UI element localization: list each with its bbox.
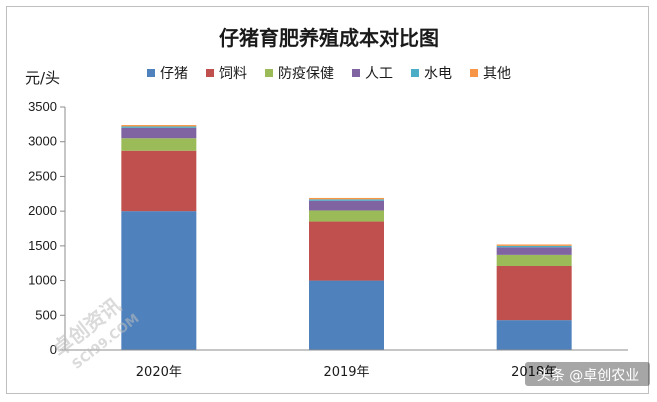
y-tick-label: 3500 — [28, 99, 57, 114]
legend-swatch — [470, 69, 478, 77]
bar-segment — [496, 245, 572, 248]
legend-label: 饲料 — [219, 66, 247, 82]
y-tick-label: 3000 — [28, 134, 57, 149]
bar-segment — [309, 210, 384, 222]
x-category-label: 2020年 — [136, 365, 182, 380]
x-axis-labels: 2020年 2019年 2018年 — [136, 365, 557, 380]
bar-segment — [121, 211, 197, 350]
x-category-label: 2018年 — [511, 365, 557, 380]
legend-label: 仔猪 — [160, 66, 188, 82]
bar-segment — [496, 244, 572, 246]
y-tick-label: 1000 — [28, 273, 57, 288]
bar-segment — [309, 197, 384, 200]
bar-segment — [309, 221, 384, 281]
bars — [121, 125, 572, 350]
bar-segment — [121, 150, 197, 212]
legend-label: 水电 — [424, 66, 452, 82]
y-tick-label: 1500 — [28, 238, 57, 253]
bar-segment — [496, 265, 572, 321]
bar-segment — [309, 280, 384, 350]
legend-label: 防疫保健 — [278, 66, 334, 82]
y-tick-label: 0 — [50, 342, 57, 357]
bar-segment — [121, 126, 197, 128]
legend-swatch — [265, 69, 273, 77]
chart-title: 仔猪育肥养殖成本对比图 — [219, 26, 439, 50]
y-axis-unit-label: 元/头 — [25, 69, 60, 87]
legend-swatch — [206, 69, 214, 77]
legend-swatch — [411, 69, 419, 77]
bar-segment — [309, 199, 384, 201]
credit-overlay: 头条 @卓创农业 — [525, 362, 650, 386]
bar-segment — [496, 320, 572, 350]
legend-label: 人工 — [365, 66, 393, 82]
legend: 仔猪 饲料 防疫保健 人工 水电 其他 — [147, 66, 511, 82]
bar-segment — [309, 200, 384, 211]
bar-segment — [121, 138, 197, 151]
x-category-label: 2019年 — [323, 365, 369, 380]
credit-backdrop — [525, 362, 650, 386]
bar-segment — [496, 254, 572, 266]
credit-text: 头条 @卓创农业 — [537, 367, 639, 384]
y-tick-label: 500 — [35, 307, 57, 322]
legend-swatch — [352, 69, 360, 77]
y-tick-label: 2000 — [28, 203, 57, 218]
bar-segment — [121, 125, 197, 127]
bar-segment — [496, 247, 572, 255]
y-axis-ticks: 0 500 1000 1500 2000 2500 3000 3500 — [28, 99, 65, 357]
legend-swatch — [147, 69, 155, 77]
bar-segment — [121, 127, 197, 139]
legend-label: 其他 — [483, 66, 511, 82]
y-tick-label: 2500 — [28, 168, 57, 183]
